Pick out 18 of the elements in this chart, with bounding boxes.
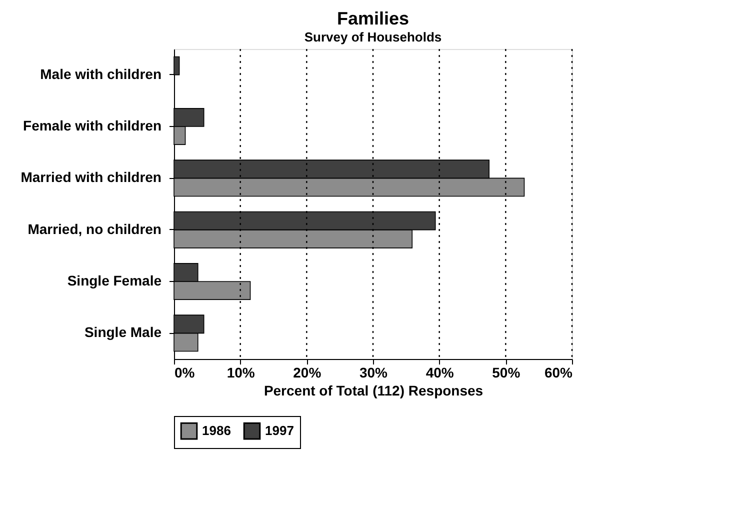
x-tick-label: 60%: [544, 364, 574, 380]
y-tick-label: Single Female: [67, 272, 162, 288]
y-tick-label: Male with children: [40, 66, 162, 82]
x-tick-label: 20%: [293, 364, 322, 380]
legend-label: 1986: [202, 423, 231, 438]
y-tick-label: Female with children: [23, 118, 162, 134]
y-tick-label: Single Male: [84, 324, 162, 340]
x-tick-label: 30%: [359, 364, 388, 380]
chart-title: Families: [336, 8, 410, 28]
x-tick-label: 10%: [226, 364, 256, 380]
chart-subtitle: Survey of Households: [304, 29, 442, 44]
x-axis-title: Percent of Total (112) Responses: [264, 382, 484, 398]
y-tick-label: Married, no children: [28, 220, 162, 237]
x-tick-label: 40%: [426, 364, 454, 380]
y-tick-label: Married with children: [20, 169, 162, 186]
x-tick-label: 0%: [174, 364, 196, 380]
legend-label: 1997: [265, 423, 294, 438]
x-tick-label: 50%: [492, 364, 521, 380]
